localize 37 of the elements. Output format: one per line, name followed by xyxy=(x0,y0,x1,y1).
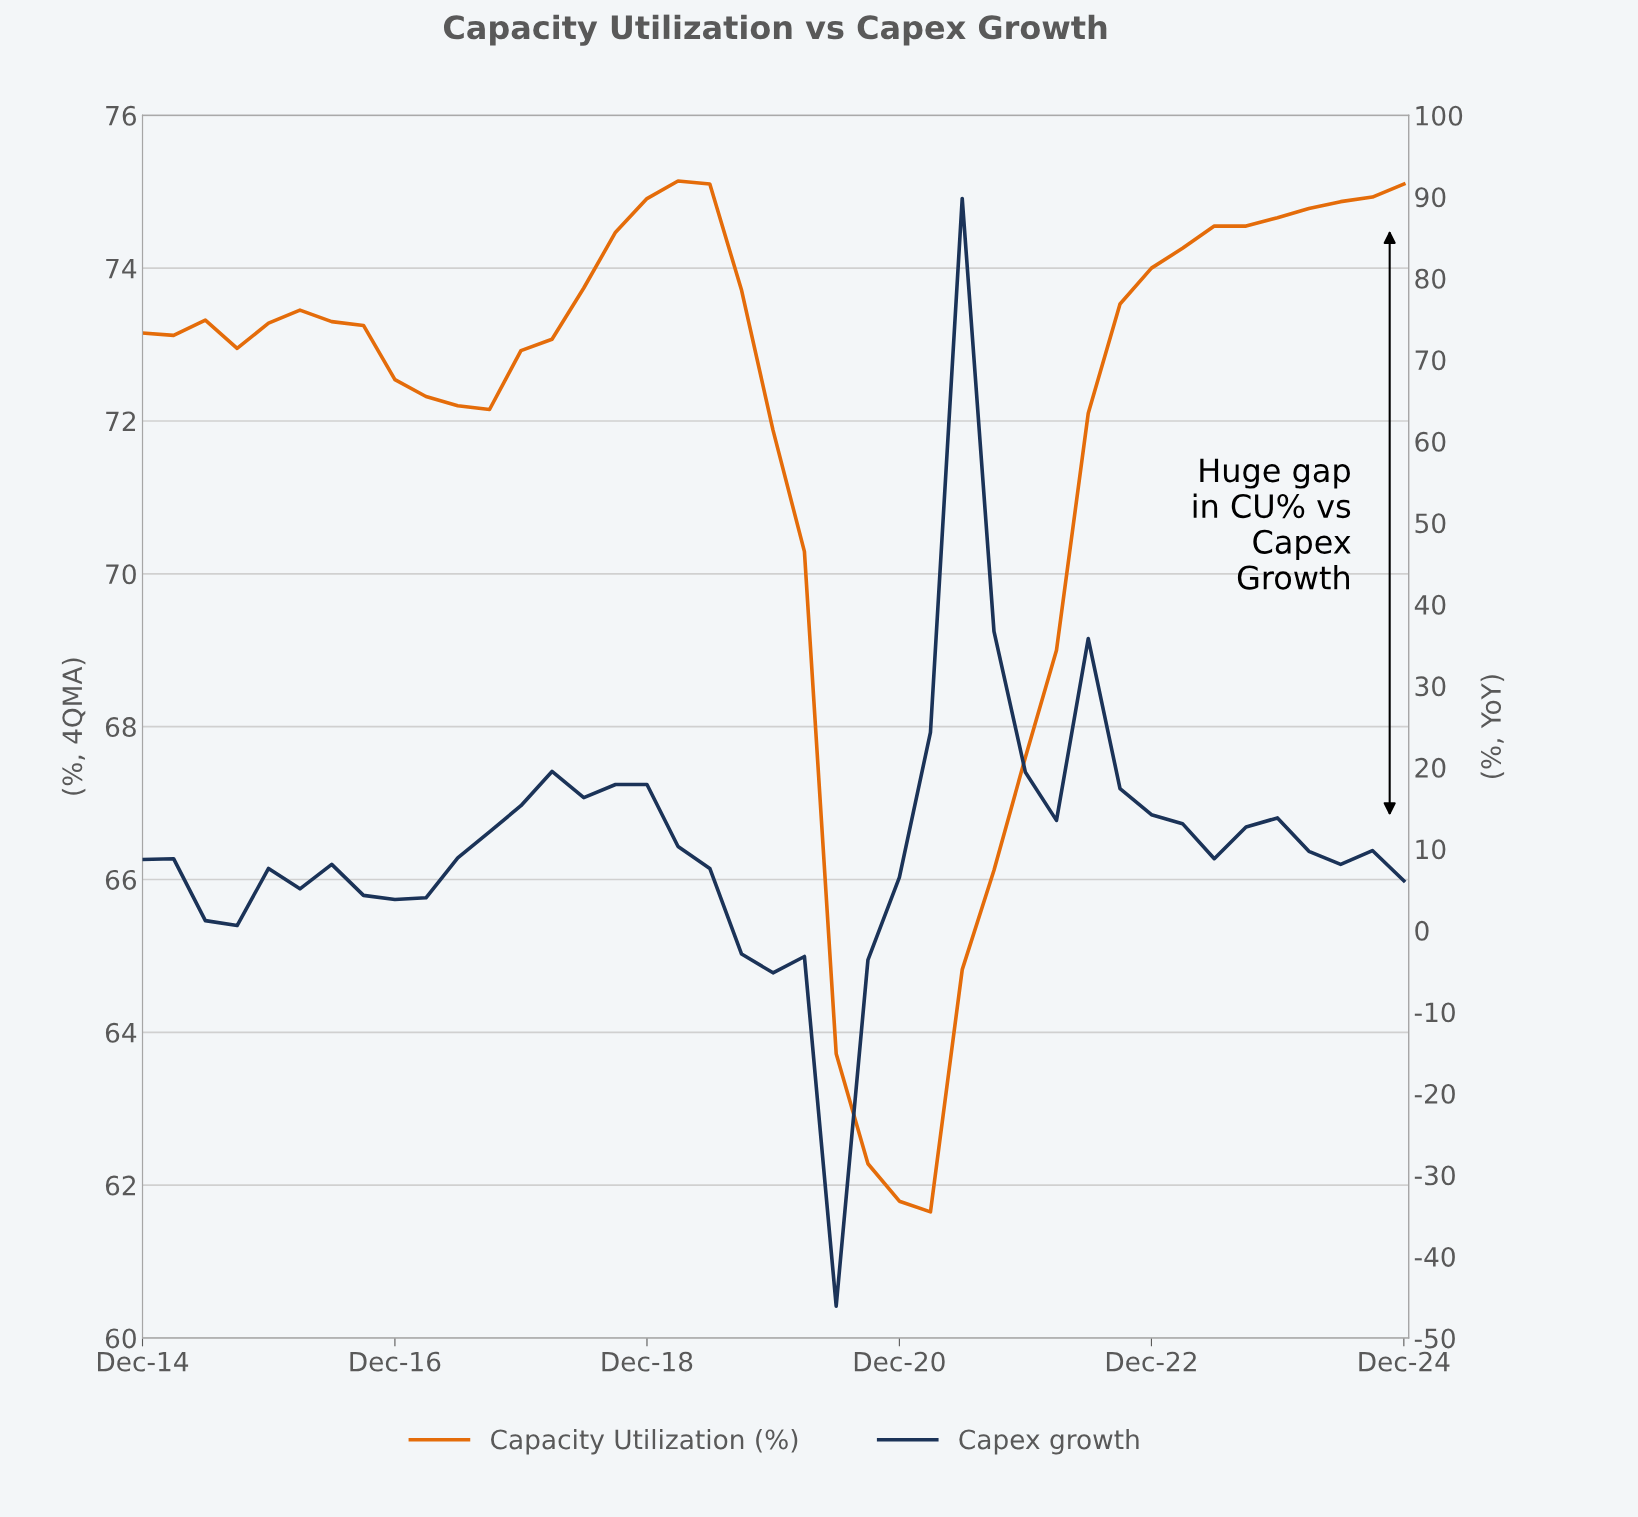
y2-tick-label: -10 xyxy=(1414,1002,1455,1023)
y2-tick-label: 0 xyxy=(1415,920,1429,941)
y2-tick-label: 70 xyxy=(1415,350,1446,371)
y-tick-label: 62 xyxy=(105,1175,135,1196)
x-tick-label: Dec-18 xyxy=(602,1351,693,1372)
legend-label: Capex growth xyxy=(959,1428,1139,1455)
y-tick-label: 64 xyxy=(105,1022,137,1043)
annotation: Huge gap in CU% vs Capex Growth xyxy=(1193,458,1351,590)
x-tick-label: Dec-24 xyxy=(1359,1351,1450,1372)
y2-tick-label: 100 xyxy=(1416,105,1463,126)
y2-tick-label: -50 xyxy=(1414,1328,1455,1349)
y2-tick-label: 80 xyxy=(1415,268,1446,289)
legend-label: Capacity Utilization (%) xyxy=(491,1428,798,1455)
y2-tick-label: 10 xyxy=(1416,839,1446,860)
y2-tick-label: -40 xyxy=(1414,1246,1455,1267)
y2-tick-label: 30 xyxy=(1415,676,1446,697)
y-tick-label: 70 xyxy=(106,564,136,585)
y-tick-label: 74 xyxy=(106,258,137,279)
y-tick-label: 72 xyxy=(106,411,135,431)
y-tick-label: 68 xyxy=(105,717,136,738)
y2-tick-label: 20 xyxy=(1415,757,1446,778)
y2-tick-label: 60 xyxy=(1415,431,1446,452)
x-tick-label: Dec-22 xyxy=(1106,1351,1196,1372)
y2-tick-label: -20 xyxy=(1414,1083,1455,1104)
y2-axis-title: (%, YoY) xyxy=(1480,675,1505,779)
y2-tick-label: 90 xyxy=(1415,187,1446,208)
x-tick-label: Dec-16 xyxy=(350,1351,441,1372)
y2-tick-label: -30 xyxy=(1414,1165,1455,1186)
y-axis-title: (%, 4QMA) xyxy=(61,658,86,795)
x-tick-label: Dec-14 xyxy=(98,1352,189,1372)
y2-tick-label: 50 xyxy=(1415,513,1446,534)
y-tick-label: 66 xyxy=(105,869,136,890)
y-tick-label: 60 xyxy=(105,1328,136,1349)
x-tick-label: Dec-20 xyxy=(854,1351,945,1372)
y-tick-label: 76 xyxy=(106,105,136,126)
y2-tick-label: 40 xyxy=(1414,594,1446,615)
chart-title: Capacity Utilization vs Capex Growth xyxy=(443,14,1107,46)
